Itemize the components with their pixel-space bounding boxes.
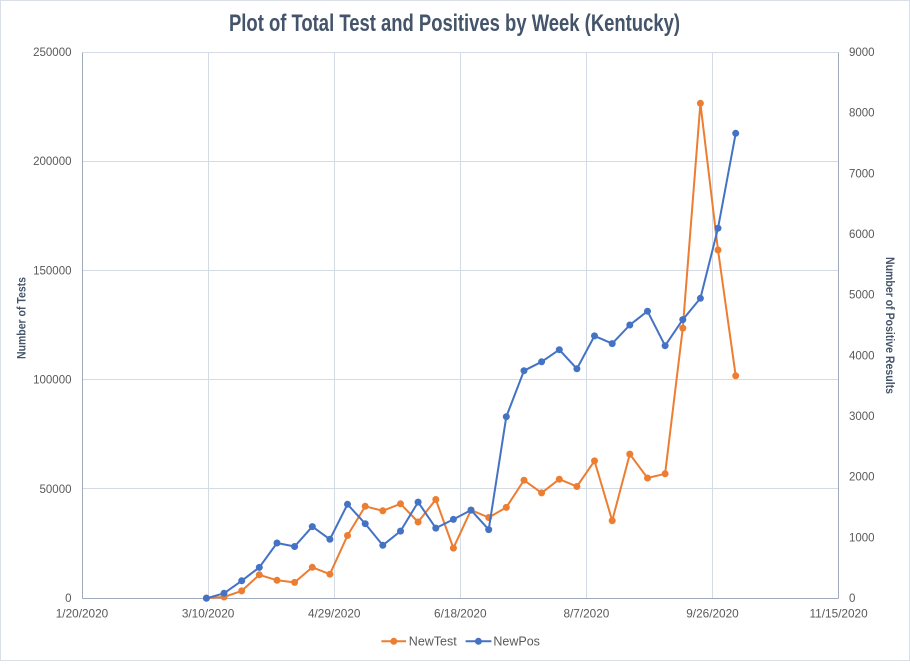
svg-text:9/26/2020: 9/26/2020: [686, 606, 739, 620]
svg-text:7000: 7000: [849, 168, 875, 180]
svg-text:5000: 5000: [849, 290, 875, 302]
svg-text:Number of Tests: Number of Tests: [15, 277, 29, 359]
svg-text:9000: 9000: [849, 47, 875, 59]
svg-text:Number of Positive Results: Number of Positive Results: [883, 257, 897, 394]
svg-text:1000: 1000: [849, 532, 875, 544]
svg-text:200000: 200000: [33, 156, 71, 168]
svg-text:Plot of Total Test and Positiv: Plot of Total Test and Positives by Week…: [229, 10, 680, 37]
svg-text:100000: 100000: [33, 375, 71, 387]
svg-text:2000: 2000: [849, 472, 875, 484]
svg-text:8/7/2020: 8/7/2020: [563, 606, 609, 620]
svg-text:NewTest: NewTest: [409, 634, 457, 648]
svg-text:150000: 150000: [33, 265, 71, 277]
svg-text:11/15/2020: 11/15/2020: [810, 606, 869, 620]
svg-text:3000: 3000: [849, 411, 875, 423]
svg-text:50000: 50000: [40, 484, 72, 496]
svg-text:6000: 6000: [849, 229, 875, 241]
svg-text:0: 0: [65, 593, 71, 605]
svg-text:6/18/2020: 6/18/2020: [434, 606, 487, 620]
svg-text:0: 0: [849, 593, 855, 605]
svg-text:1/20/2020: 1/20/2020: [56, 606, 109, 620]
svg-text:4/29/2020: 4/29/2020: [308, 606, 361, 620]
svg-text:3/10/2020: 3/10/2020: [182, 606, 235, 620]
svg-text:NewPos: NewPos: [493, 634, 540, 648]
svg-text:8000: 8000: [849, 108, 875, 120]
svg-text:4000: 4000: [849, 350, 875, 362]
svg-text:250000: 250000: [33, 47, 71, 59]
